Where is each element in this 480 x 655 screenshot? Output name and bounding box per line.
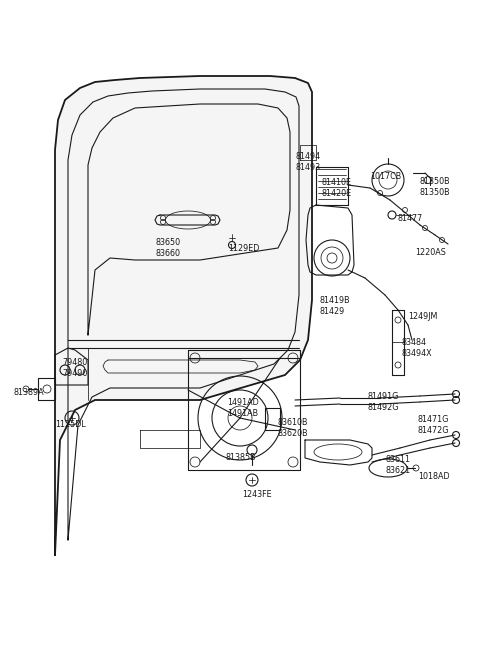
Text: 81471G
81472G: 81471G 81472G [418,415,449,435]
Text: 81389A: 81389A [14,388,45,397]
Text: 1129ED: 1129ED [228,244,259,253]
Text: 1249JM: 1249JM [408,312,437,321]
Text: 79480
79490: 79480 79490 [62,358,87,378]
Text: 1017CB: 1017CB [370,172,401,181]
Text: 81419B
81429: 81419B 81429 [320,296,350,316]
Text: 83610B
83620B: 83610B 83620B [278,418,309,438]
Text: 83650
83660: 83650 83660 [155,238,180,258]
Text: 81350B
81350B: 81350B 81350B [420,177,451,197]
Text: 1220AS: 1220AS [415,248,446,257]
Text: 81410E
81420E: 81410E 81420E [322,178,352,198]
Text: 1243FE: 1243FE [242,490,272,499]
Text: 1018AD: 1018AD [418,472,450,481]
Text: 1125DL: 1125DL [55,420,86,429]
Text: 83484
83494X: 83484 83494X [402,338,432,358]
Text: 83611
83621: 83611 83621 [385,455,410,475]
Polygon shape [55,76,312,555]
Text: 81494
81493: 81494 81493 [296,152,321,172]
Text: 1491AD
1491AB: 1491AD 1491AB [227,398,259,418]
Text: 81477: 81477 [398,214,423,223]
Text: 81491G
81492G: 81491G 81492G [368,392,399,412]
Text: 81385B: 81385B [226,453,257,462]
